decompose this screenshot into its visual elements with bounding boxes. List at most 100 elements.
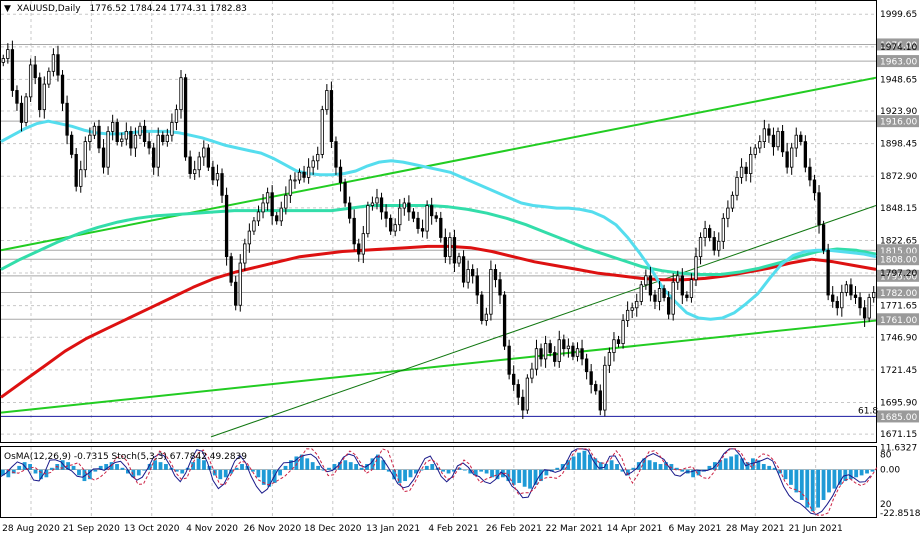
candle-bull	[753, 147, 757, 155]
osma-bar	[66, 462, 71, 470]
candle-bull	[47, 70, 51, 85]
osma-bar	[751, 458, 755, 470]
candle-bear	[589, 371, 593, 385]
candle-bear	[19, 102, 24, 123]
candle-bull	[83, 141, 87, 171]
level-badge	[877, 269, 919, 282]
osma-bar	[256, 469, 261, 478]
candle-bear	[384, 211, 388, 219]
candle-bull	[844, 284, 849, 293]
osma-bar	[821, 469, 826, 500]
candle-bull	[484, 313, 489, 321]
candle-bear	[584, 358, 589, 373]
candle-bull	[106, 130, 110, 168]
time-tick-label: 26 Nov 2020	[244, 524, 302, 534]
candle-bull	[1, 58, 5, 63]
mid-channel	[210, 205, 877, 438]
candle-bear	[507, 345, 511, 375]
candle-bull	[625, 309, 630, 321]
candle-bull	[794, 134, 798, 149]
osma-bar	[810, 469, 815, 512]
osma-bar	[93, 469, 98, 472]
osma-bar	[392, 469, 397, 480]
candle-bear	[347, 202, 352, 219]
osma-bar	[609, 460, 614, 470]
time-tick-label: 28 May 2021	[726, 524, 785, 534]
osma-bar	[365, 464, 369, 470]
candle-bear	[548, 343, 552, 353]
osma-bar	[658, 464, 663, 470]
candle-bull	[92, 125, 97, 136]
osma-bar	[544, 469, 549, 476]
candle-bull	[316, 153, 320, 162]
candle-bear	[680, 275, 684, 296]
candle-bull	[120, 138, 124, 143]
osma-bar	[495, 469, 500, 480]
candle-bear	[853, 294, 858, 298]
osma-bar	[11, 469, 16, 474]
candle-bear	[666, 297, 671, 315]
candle-bear	[33, 64, 37, 79]
candle-bull	[457, 256, 461, 264]
candle-bull	[603, 364, 607, 411]
candle-bull	[252, 220, 256, 232]
candle-bear	[598, 390, 602, 411]
time-tick-label: 13 Oct 2020	[124, 524, 180, 534]
osma-bar	[153, 460, 157, 470]
candle-bull	[138, 125, 142, 136]
osma-bar	[71, 465, 76, 470]
candle-bear	[343, 182, 347, 204]
osc-tick-label: 20	[880, 500, 892, 510]
candle-bull	[402, 202, 406, 209]
time-tick-label: 4 Nov 2020	[186, 524, 238, 534]
candle-bear	[553, 352, 557, 362]
symbol-label: XAUUSD,Daily	[17, 4, 81, 14]
level-label: 1685.00	[880, 413, 917, 423]
candle-bull	[284, 194, 288, 209]
candle-bear	[831, 294, 835, 302]
candle-bull	[730, 194, 735, 209]
candle-bull	[238, 262, 242, 306]
candle-bull	[721, 217, 725, 242]
osma-bar	[566, 460, 571, 470]
candle-bear	[69, 134, 74, 155]
time-tick-label: 21 Sep 2020	[63, 524, 120, 534]
price-tick-label: 1797.20	[880, 269, 917, 279]
osma-bar	[794, 469, 799, 493]
candle-bear	[407, 202, 411, 213]
candle-bear	[439, 217, 443, 238]
candle-bull	[621, 320, 625, 344]
candle-bull	[261, 202, 265, 213]
osma-bar	[87, 469, 92, 480]
osma-bar	[767, 465, 772, 470]
candle-bear	[430, 205, 434, 217]
osma-bar	[674, 467, 679, 470]
candle-bear	[812, 179, 817, 194]
time-tick-label: 14 Apr 2021	[607, 524, 663, 534]
candle-bull	[671, 281, 675, 315]
candle-bear	[56, 54, 60, 76]
candle-bull	[51, 54, 56, 72]
level-badge	[877, 55, 919, 68]
candle-bear	[388, 217, 393, 232]
osma-bar	[240, 464, 244, 470]
osma-bar	[560, 464, 565, 470]
osma-bar	[397, 469, 402, 483]
price-tick-label: 1695.90	[880, 399, 917, 409]
candle-bull	[179, 77, 183, 111]
candle-bull	[749, 153, 753, 174]
osma-bar	[647, 460, 652, 470]
price-plot-frame	[0, 0, 877, 443]
candle-bear	[275, 215, 279, 222]
osma-bar	[1, 469, 5, 476]
candle-bear	[147, 141, 151, 149]
candle-bear	[616, 339, 621, 344]
candle-bear	[129, 130, 133, 149]
osma-bar	[772, 467, 777, 470]
osma-bar	[723, 458, 728, 470]
candle-bear	[821, 224, 826, 251]
osma-bar	[98, 465, 103, 470]
candle-bull	[170, 122, 174, 136]
candle-bear	[97, 125, 101, 149]
